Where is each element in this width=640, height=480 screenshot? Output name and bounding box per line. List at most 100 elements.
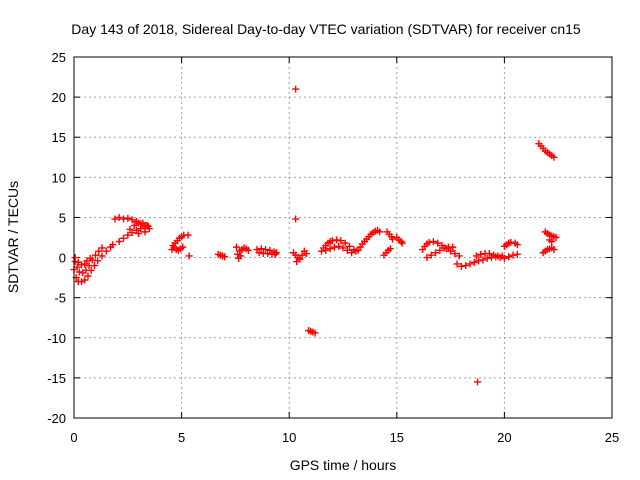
data-point xyxy=(440,244,448,252)
data-point xyxy=(429,238,437,246)
data-point xyxy=(71,254,79,262)
data-point xyxy=(98,244,106,252)
data-point xyxy=(550,246,558,254)
data-point xyxy=(335,242,343,250)
data-point xyxy=(548,238,556,246)
data-point xyxy=(184,231,192,239)
data-point xyxy=(498,252,506,260)
data-point xyxy=(109,241,117,249)
data-point xyxy=(255,249,263,257)
data-point xyxy=(75,268,83,276)
data-point xyxy=(397,238,405,246)
data-point xyxy=(237,252,245,260)
series-arc-20h xyxy=(500,238,521,250)
data-point xyxy=(432,249,440,257)
data-point xyxy=(85,262,93,270)
data-point xyxy=(483,254,491,262)
data-point xyxy=(84,272,92,280)
series-arc-early-low xyxy=(70,241,117,286)
data-point xyxy=(221,253,229,261)
data-point xyxy=(341,239,349,247)
data-point xyxy=(232,243,240,251)
data-point xyxy=(115,213,123,221)
data-point xyxy=(552,234,560,241)
data-point xyxy=(427,251,435,259)
series-arc-peak xyxy=(111,213,149,229)
data-point xyxy=(293,258,301,266)
data-point xyxy=(470,258,478,266)
axis-ticks: 0 5 10 15 20 25 -20 -15 -10 -5 0 5 10 15 20 25 xyxy=(47,50,619,445)
data-point xyxy=(124,231,132,239)
series-arc-8-9h xyxy=(253,245,280,258)
data-point xyxy=(271,250,279,258)
data-point xyxy=(185,252,193,260)
y-tick-label: -20 xyxy=(47,411,66,426)
data-point xyxy=(82,266,90,274)
data-point xyxy=(95,247,103,255)
data-point xyxy=(124,214,132,222)
series-arc-14-15h xyxy=(380,228,396,259)
chart-title: Day 143 of 2018, Sidereal Day-to-day VTE… xyxy=(71,21,581,37)
data-point xyxy=(115,238,123,246)
data-point xyxy=(507,238,515,246)
series-arc-early-mid xyxy=(71,244,106,277)
data-point xyxy=(337,237,345,245)
data-point xyxy=(78,278,86,286)
data-point xyxy=(434,239,442,247)
series-arc-5h xyxy=(168,231,188,254)
data-point xyxy=(98,252,106,260)
x-tick-label: 20 xyxy=(497,430,511,445)
data-points xyxy=(70,85,560,386)
data-point xyxy=(244,246,252,254)
y-axis-label: SDTVAR / TECUs xyxy=(5,181,21,293)
data-point xyxy=(451,250,459,258)
series-arc-early-high xyxy=(71,254,94,269)
data-point xyxy=(348,249,356,257)
data-point xyxy=(436,246,444,254)
series-outlier-low xyxy=(474,378,481,386)
y-tick-label: -15 xyxy=(47,371,66,386)
data-point xyxy=(264,250,272,258)
data-point xyxy=(272,249,280,257)
data-point xyxy=(490,251,498,259)
data-point xyxy=(262,246,270,254)
data-point xyxy=(111,215,119,223)
y-tick-label: -10 xyxy=(47,331,66,346)
data-point xyxy=(81,276,89,284)
series-arc-21-22h xyxy=(535,140,558,161)
data-point xyxy=(322,246,330,254)
plot-frame xyxy=(73,56,613,419)
x-tick-label: 5 xyxy=(178,430,185,445)
data-point xyxy=(78,261,86,269)
series-arc-12h-lower xyxy=(322,242,356,257)
data-point xyxy=(132,217,140,225)
data-point xyxy=(485,250,493,258)
data-point xyxy=(477,250,485,258)
series-arc-15h xyxy=(393,234,406,247)
data-point xyxy=(453,260,461,268)
data-point xyxy=(119,234,127,242)
data-point xyxy=(311,329,319,337)
data-point xyxy=(292,85,300,93)
data-point xyxy=(330,243,338,251)
data-point xyxy=(455,252,463,260)
x-tick-label: 10 xyxy=(282,430,296,445)
y-tick-label: 5 xyxy=(59,210,66,225)
data-point xyxy=(94,257,102,265)
x-axis-label: GPS time / hours xyxy=(290,457,397,473)
x-tick-label: 0 xyxy=(70,430,77,445)
y-tick-label: 15 xyxy=(52,130,66,145)
series-outlier-high xyxy=(292,85,300,93)
data-point xyxy=(145,225,153,233)
data-point xyxy=(137,220,145,228)
data-point xyxy=(449,243,457,251)
y-tick-label: -5 xyxy=(54,291,66,306)
x-tick-label: 15 xyxy=(390,430,404,445)
y-tick-label: 25 xyxy=(52,50,66,65)
series-arc-7h xyxy=(214,250,229,261)
data-point xyxy=(505,253,513,261)
series-arc-7-8h xyxy=(232,243,252,262)
data-point xyxy=(474,378,481,386)
data-point xyxy=(326,245,334,253)
